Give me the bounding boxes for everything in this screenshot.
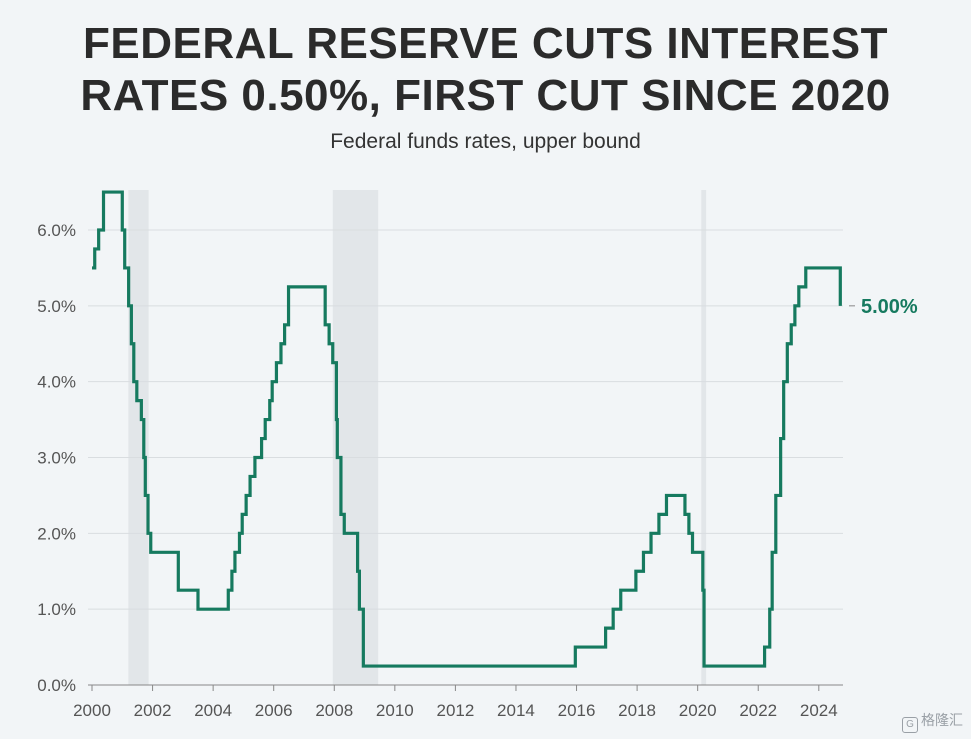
x-tick-label: 2008: [315, 701, 353, 720]
x-tick-label: 2010: [376, 701, 414, 720]
end-label-layer: 5.00%: [849, 296, 918, 318]
chart-title: FEDERAL RESERVE CUTS INTEREST RATES 0.50…: [0, 18, 971, 122]
y-tick-label: 5.0%: [37, 297, 76, 316]
y-tick-label: 1.0%: [37, 600, 76, 619]
x-tick-label: 2014: [497, 701, 535, 720]
gridlines: [88, 229, 843, 610]
x-tick-label: 2012: [436, 701, 474, 720]
watermark-logo-icon: G: [902, 717, 918, 733]
chart-subtitle: Federal funds rates, upper bound: [330, 130, 641, 153]
x-tick-label: 2018: [618, 701, 656, 720]
x-tick-label: 2020: [679, 701, 717, 720]
recession-shading-layer: [128, 190, 707, 685]
recession-band-1: [332, 190, 379, 685]
x-tick-label: 2002: [134, 701, 172, 720]
x-tick-label: 2024: [800, 701, 838, 720]
axis-layer: 0.0% 1.0% 2.0% 3.0% 4.0% 5.0% 6.0% 2000 2002 2004…: [37, 221, 843, 720]
y-tick-label: 3.0%: [37, 449, 76, 468]
series-layer: [92, 190, 842, 668]
recession-band-0: [128, 190, 149, 685]
x-tick-label: 2016: [558, 701, 596, 720]
x-tick-label: 2006: [255, 701, 293, 720]
recession-band-2: [701, 190, 707, 685]
y-tick-label: 4.0%: [37, 373, 76, 392]
y-tick-label: 0.0%: [37, 676, 76, 695]
fed-funds-rate-line: [92, 190, 842, 668]
x-tick-label: 2004: [194, 701, 232, 720]
y-tick-label: 6.0%: [37, 221, 76, 240]
chart-title-line-1: FEDERAL RESERVE CUTS INTEREST: [83, 19, 888, 68]
x-tick-label: 2000: [73, 701, 111, 720]
chart-title-line-2: RATES 0.50%, FIRST CUT SINCE 2020: [80, 71, 891, 120]
end-value-label: 5.00%: [861, 296, 918, 318]
watermark: G 格隆汇: [902, 710, 963, 733]
x-tick-label: 2022: [739, 701, 777, 720]
watermark-text: 格隆汇: [921, 712, 963, 728]
y-tick-label: 2.0%: [37, 524, 76, 543]
